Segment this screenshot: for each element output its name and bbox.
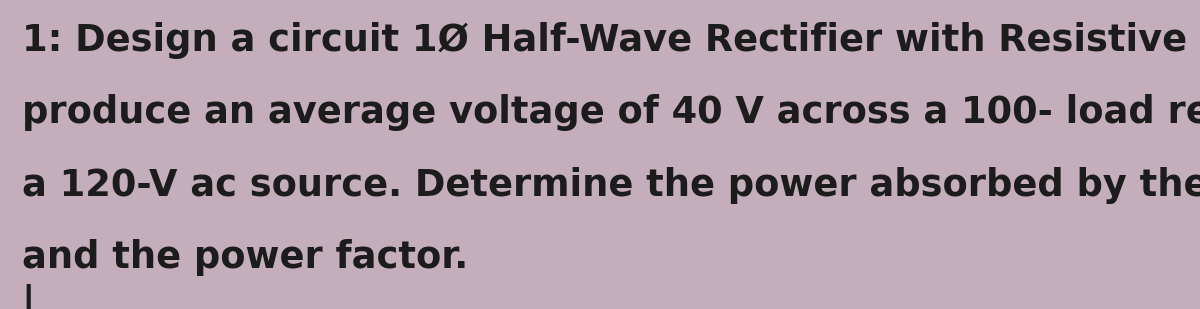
Text: |: | xyxy=(22,284,35,309)
Text: and the power factor.: and the power factor. xyxy=(22,239,468,277)
Text: produce an average voltage of 40 V across a 100- load resistor from: produce an average voltage of 40 V acros… xyxy=(22,94,1200,131)
Text: a 120-V ac source. Determine the power absorbed by the resistance: a 120-V ac source. Determine the power a… xyxy=(22,167,1200,204)
Text: 1: Design a circuit 1Ø Half-Wave Rectifier with Resistive Load to: 1: Design a circuit 1Ø Half-Wave Rectifi… xyxy=(22,22,1200,59)
